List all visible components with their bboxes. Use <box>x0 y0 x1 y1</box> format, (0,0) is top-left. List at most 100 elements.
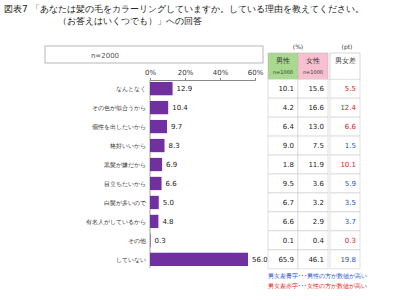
table-cell <box>268 79 298 98</box>
category-label: 目立ちたいから <box>104 180 146 187</box>
table-cell <box>330 212 360 231</box>
tick-mark <box>150 78 151 80</box>
table-cell <box>298 155 328 174</box>
category-label: その色が似合うから <box>92 104 146 112</box>
table-header-cell <box>298 53 328 80</box>
table-cell <box>298 193 328 212</box>
bar <box>150 101 168 114</box>
table-cell <box>298 231 328 250</box>
table-value: 13.0 <box>308 123 324 131</box>
tick-label: 60% <box>248 69 264 77</box>
bars <box>150 82 248 266</box>
table-header-cell <box>268 53 298 80</box>
category-label: 個性を出したいから <box>92 123 146 130</box>
chart-svg: 図表7 「あなたは髪の毛をカラーリングしていますか。している理由を教えてください… <box>0 0 400 300</box>
data-label: 5.0 <box>163 199 174 207</box>
category-label: 有名人がしているから <box>86 218 146 225</box>
table-note: 男女差青字･･･男性の方が数値が高い <box>268 272 367 279</box>
tick-label: 0% <box>145 69 156 77</box>
tick-label: 20% <box>178 69 194 77</box>
table-cell <box>298 212 328 231</box>
table-value: 0.3 <box>345 237 356 245</box>
table-value: 0.1 <box>283 237 294 245</box>
subtitle: n=2000 <box>91 52 119 60</box>
table-cell <box>298 98 328 117</box>
bar <box>150 234 151 247</box>
table-header-sub: n=1000 <box>303 69 323 75</box>
table-cell <box>298 174 328 193</box>
table-header-sub: n=1000 <box>273 69 293 75</box>
table-value: 3.6 <box>313 180 325 188</box>
table-value: 15.6 <box>308 85 324 93</box>
table-value: 65.9 <box>278 256 294 264</box>
table-header: 女性 <box>306 57 320 65</box>
tick: 60% <box>248 69 264 80</box>
data-labels: 12.910.49.78.36.96.65.04.80.356.0 <box>155 85 268 264</box>
title: 図表7 「あなたは髪の毛をカラーリングしていますか。している理由を教えてください… <box>4 4 364 14</box>
table-cell <box>268 212 298 231</box>
bar <box>150 215 158 228</box>
table-value: 46.1 <box>308 256 324 264</box>
tick: 20% <box>178 69 194 80</box>
table-value: 1.8 <box>283 161 294 169</box>
category-label: なんとなく <box>116 85 146 93</box>
table-cell <box>298 79 328 98</box>
table-cell <box>330 79 360 98</box>
data-label: 9.7 <box>171 123 182 131</box>
bar <box>150 82 173 95</box>
bar <box>150 177 162 190</box>
table-header-cell <box>330 53 360 80</box>
bar <box>150 196 159 209</box>
table-value: 6.6 <box>283 218 295 226</box>
category-labels: なんとなくその色が似合うから個性を出したいから格好いいから黒髪が嫌だから目立ちた… <box>86 85 147 264</box>
table-unit: (pt) <box>342 43 353 51</box>
table-cell <box>268 98 298 117</box>
table-value: 2.9 <box>313 218 324 226</box>
data-label: 6.9 <box>166 161 177 169</box>
tick-mark <box>185 78 186 80</box>
table-value: 6.7 <box>283 199 294 207</box>
bar <box>150 158 162 171</box>
table-cell <box>330 174 360 193</box>
tick-mark <box>255 78 256 80</box>
table-cell <box>298 136 328 155</box>
table-value: 3.5 <box>345 199 356 207</box>
table-cell <box>268 155 298 174</box>
tick: 40% <box>213 69 229 80</box>
data-label: 56.0 <box>252 256 268 264</box>
tick-label: 40% <box>213 69 229 77</box>
table-value: 1.5 <box>345 142 356 150</box>
category-label: その他 <box>128 237 146 245</box>
category-label: していない <box>116 256 146 264</box>
data-label: 8.3 <box>169 142 180 150</box>
table-cell <box>330 250 360 269</box>
table-value: 7.5 <box>313 142 324 150</box>
subtitle-box <box>45 46 263 63</box>
bar <box>150 139 165 152</box>
data-label: 12.9 <box>177 85 193 93</box>
table-value: 16.6 <box>308 104 324 112</box>
data-label: 0.3 <box>155 237 166 245</box>
table-header: 男性 <box>276 57 290 65</box>
table-cell <box>330 231 360 250</box>
table-cell <box>268 174 298 193</box>
table-cell <box>268 117 298 136</box>
table-value: 5.5 <box>345 85 356 93</box>
table-value: 11.9 <box>308 161 324 169</box>
data-label: 4.8 <box>162 218 173 226</box>
chart-container: 図表7 「あなたは髪の毛をカラーリングしていますか。している理由を教えてください… <box>0 0 400 300</box>
table-note: 男女差赤字･･･女性の方が数値が高い <box>268 282 367 289</box>
title: （お答えはいくつでも）」への回答 <box>58 16 202 26</box>
table-cell <box>330 136 360 155</box>
table-value: 10.1 <box>278 85 294 93</box>
table-value: 6.6 <box>345 123 357 131</box>
table-value: 10.1 <box>340 161 356 169</box>
table-cell <box>298 250 328 269</box>
table-value: 5.9 <box>345 180 356 188</box>
table-unit: (%) <box>293 43 303 50</box>
category-label: 格好いいから <box>109 142 146 149</box>
table: (%)(pt)男性n=1000女性n=1000男女差10.115.65.54.2… <box>268 43 367 289</box>
table-value: 4.2 <box>283 104 294 112</box>
category-label: 白髪が多いので <box>104 199 147 206</box>
table-cell <box>268 250 298 269</box>
